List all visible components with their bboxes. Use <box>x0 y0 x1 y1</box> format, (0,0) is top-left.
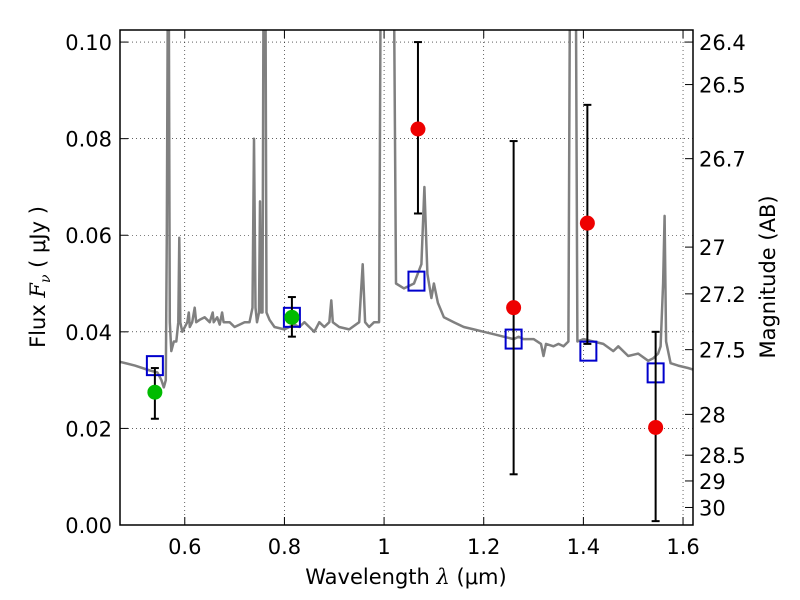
y-tick-label: 0.06 <box>65 224 112 248</box>
mag-tick-label: 27.2 <box>699 283 746 307</box>
mag-tick-label: 26.4 <box>699 31 746 55</box>
x-tick-label: 1.6 <box>666 535 699 559</box>
y-tick-label: 0.10 <box>65 31 112 55</box>
x-tick-label: 1.2 <box>467 535 500 559</box>
detection-point <box>284 309 300 325</box>
flux-point <box>579 215 595 231</box>
mag-tick-label: 30 <box>699 496 726 520</box>
y-tick-label: 0.02 <box>65 417 112 441</box>
mag-tick-label: 27 <box>699 236 726 260</box>
flux-point <box>410 121 426 137</box>
spectrum-line <box>120 30 693 389</box>
flux-point <box>506 300 522 316</box>
grid-lines <box>120 30 693 526</box>
mag-tick-label: 28.5 <box>699 444 746 468</box>
y-axis-label: Flux Fν ( μJy ) <box>26 206 54 348</box>
mag-tick-label: 27.5 <box>699 339 746 363</box>
y-tick-label: 0.04 <box>65 321 112 345</box>
y-tick-label: 0.08 <box>65 128 112 152</box>
x-tick-label: 1.4 <box>567 535 600 559</box>
model-photometry-square <box>407 270 426 292</box>
secondary-y-axis-label: Magnitude (AB) <box>756 195 780 358</box>
mag-tick-label: 28 <box>699 403 726 427</box>
mag-tick-label: 29 <box>699 470 726 494</box>
plot-area <box>120 30 693 523</box>
flux-point <box>648 419 664 435</box>
x-tick-label: 0.6 <box>168 535 201 559</box>
mag-tick-label: 26.5 <box>699 74 746 98</box>
axis-ticks: 0.6 0.8 1 1.2 1.4 1.6 0.00 0.02 0.04 0.06 0.08 0.10… <box>65 30 746 559</box>
detection-point <box>147 384 163 400</box>
x-axis-label: Wavelength λ (μm) <box>305 565 506 589</box>
x-tick-label: 1 <box>377 535 390 559</box>
y-tick-label: 0.00 <box>65 514 112 538</box>
x-tick-label: 0.8 <box>268 535 301 559</box>
mag-tick-label: 26.7 <box>699 148 746 172</box>
axes-frame <box>119 29 694 526</box>
